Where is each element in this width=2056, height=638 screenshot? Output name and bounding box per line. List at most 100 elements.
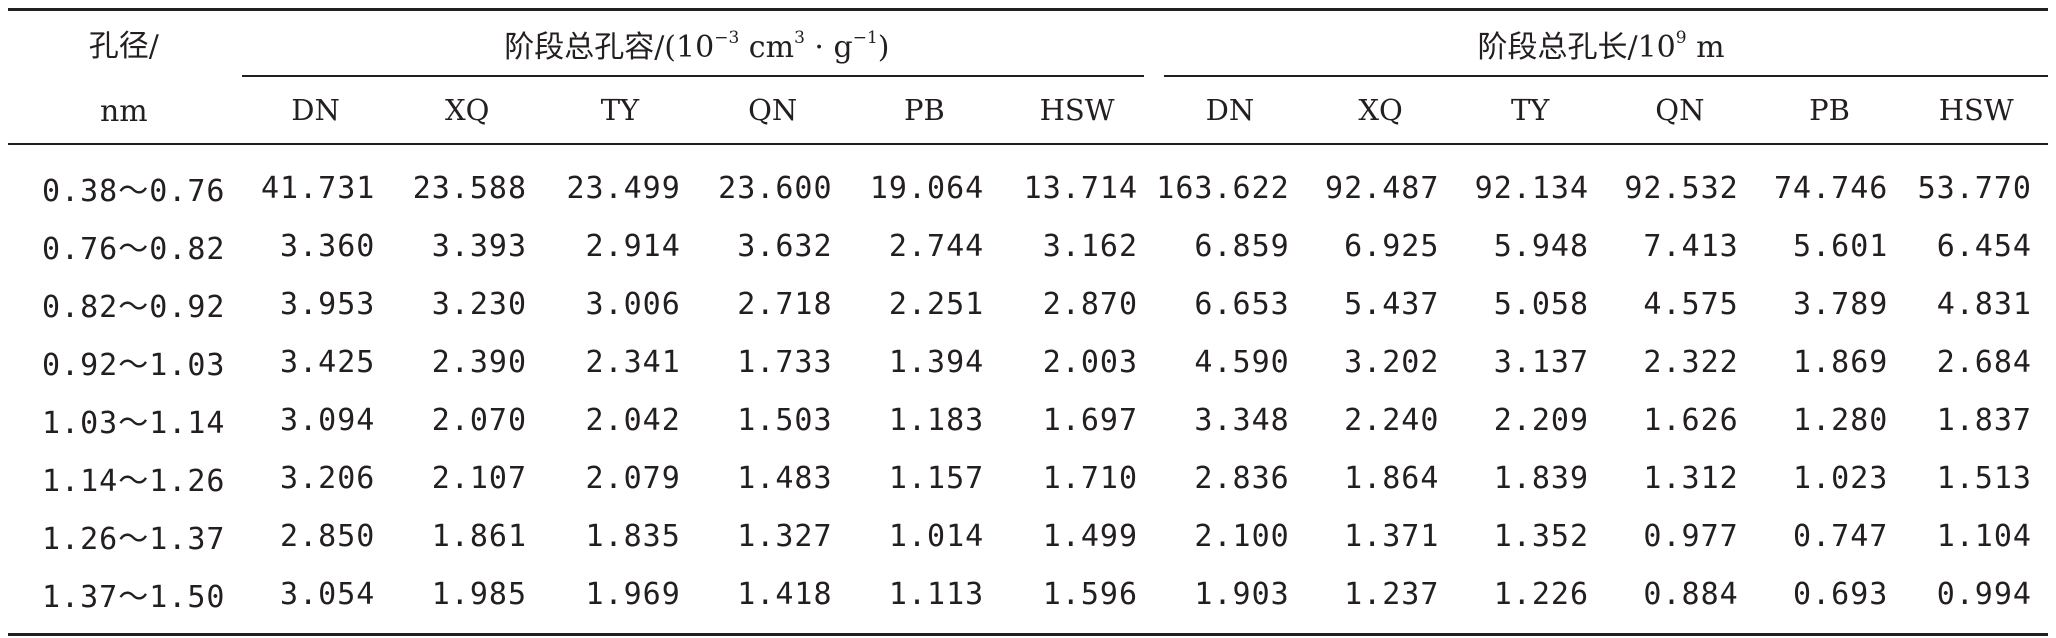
volume-cell: 1.503 <box>737 402 833 438</box>
volume-cell: 3.162 <box>1042 228 1139 264</box>
pore-distribution-table-container: 孔径/ nm 阶段总孔容/(10−3 cm3 · g−1) 阶段总孔长/109 … <box>8 8 2048 636</box>
length-cell: 2.684 <box>1936 344 2032 380</box>
header-row-samples: DN XQ TY QN PB HSW DN XQ TY QN PB HSW <box>8 77 2048 144</box>
length-cell: 74.746 <box>1773 170 1889 206</box>
volume-cell: 2.042 <box>585 402 681 438</box>
volume-cell: 2.251 <box>888 286 985 322</box>
length-cell: 4.831 <box>1936 286 2032 322</box>
table-row: 0.82～0.92 3.953 3.230 3.006 2.718 2.251 2.870 6… <box>8 275 2048 333</box>
length-cell: 0.693 <box>1793 576 1889 612</box>
length-cell: 7.413 <box>1643 228 1739 264</box>
length-cell: 1.023 <box>1793 460 1889 496</box>
length-group-title: 阶段总孔长/109 m <box>1477 28 1725 66</box>
volume-cell: 1.733 <box>737 344 833 380</box>
table-row: 0.92～1.03 3.425 2.390 2.341 1.733 1.394 2.003 4… <box>8 333 2048 391</box>
length-group-rule <box>1164 75 2048 77</box>
length-cell: 6.454 <box>1936 228 2032 264</box>
length-cell: 92.487 <box>1325 170 1440 206</box>
length-cell: 4.590 <box>1194 344 1290 380</box>
length-cell: 0.884 <box>1643 576 1739 612</box>
length-sample-ty: TY <box>1510 93 1550 127</box>
length-cell: 1.513 <box>1936 460 2032 496</box>
volume-cell: 1.969 <box>585 576 681 612</box>
volume-cell: 1.499 <box>1042 518 1139 554</box>
volume-cell: 1.327 <box>737 518 833 554</box>
length-cell: 1.626 <box>1643 402 1739 438</box>
length-cell: 2.209 <box>1493 402 1590 438</box>
length-cell: 1.280 <box>1793 402 1889 438</box>
length-group-header: 阶段总孔长/109 m <box>1154 10 2048 77</box>
volume-cell: 41.731 <box>260 170 376 206</box>
volume-cell: 2.870 <box>1042 286 1139 322</box>
table-row: 1.26～1.37 2.850 1.861 1.835 1.327 1.014 1.499 2… <box>8 507 2048 565</box>
volume-cell: 2.744 <box>888 228 985 264</box>
volume-cell: 3.393 <box>431 228 528 264</box>
length-cell: 5.058 <box>1493 286 1590 322</box>
length-cell: 4.575 <box>1643 286 1739 322</box>
volume-sample-ty: TY <box>600 93 640 127</box>
volume-sample-qn: QN <box>748 93 798 127</box>
volume-group-rule <box>241 75 1145 77</box>
pore-range-cell: 0.38～0.76 <box>42 174 226 209</box>
table-row: 1.37～1.50 3.054 1.985 1.969 1.418 1.113 1.596 1… <box>8 565 2048 635</box>
length-cell: 1.312 <box>1643 460 1739 496</box>
length-cell: 53.770 <box>1917 170 2032 206</box>
volume-cell: 1.697 <box>1042 402 1139 438</box>
length-cell: 1.104 <box>1936 518 2032 554</box>
volume-cell: 2.718 <box>737 286 833 322</box>
volume-cell: 2.003 <box>1042 344 1139 380</box>
volume-group-header: 阶段总孔容/(10−3 cm3 · g−1) <box>240 10 1154 77</box>
length-cell: 2.322 <box>1643 344 1739 380</box>
volume-cell: 3.230 <box>431 286 528 322</box>
length-cell: 1.352 <box>1493 518 1590 554</box>
volume-cell: 1.418 <box>737 576 833 612</box>
volume-cell: 3.360 <box>280 228 376 264</box>
volume-sample-pb: PB <box>903 93 945 127</box>
length-cell: 0.747 <box>1793 518 1889 554</box>
length-sample-qn: QN <box>1655 93 1705 127</box>
length-cell: 2.240 <box>1344 402 1440 438</box>
volume-cell: 1.596 <box>1042 576 1139 612</box>
volume-cell: 3.953 <box>280 286 376 322</box>
volume-cell: 1.157 <box>888 460 985 496</box>
volume-cell: 2.914 <box>585 228 681 264</box>
volume-cell: 2.341 <box>585 344 681 380</box>
volume-cell: 13.714 <box>1023 170 1139 206</box>
volume-cell: 3.632 <box>737 228 833 264</box>
length-cell: 2.836 <box>1194 460 1290 496</box>
volume-cell: 1.861 <box>431 518 528 554</box>
volume-cell: 2.107 <box>431 460 528 496</box>
table-row: 1.14～1.26 3.206 2.107 2.079 1.483 1.157 1.710 2… <box>8 449 2048 507</box>
pore-range-cell: 1.26～1.37 <box>42 522 226 557</box>
length-cell: 3.348 <box>1194 402 1290 438</box>
volume-cell: 1.483 <box>737 460 833 496</box>
length-cell: 92.532 <box>1624 170 1739 206</box>
volume-cell: 2.070 <box>431 402 528 438</box>
volume-cell: 1.394 <box>888 344 985 380</box>
volume-cell: 1.985 <box>431 576 528 612</box>
volume-cell: 23.499 <box>566 170 681 206</box>
length-sample-hsw: HSW <box>1938 93 2014 127</box>
pore-range-cell: 0.92～1.03 <box>42 348 226 383</box>
pore-diameter-header: 孔径/ nm <box>8 10 240 145</box>
volume-cell: 19.064 <box>869 170 985 206</box>
pore-range-cell: 1.03～1.14 <box>42 406 226 441</box>
length-cell: 0.977 <box>1643 518 1739 554</box>
pore-range-cell: 0.76～0.82 <box>42 232 226 267</box>
pore-diameter-label: 孔径/ <box>88 29 159 64</box>
length-cell: 2.100 <box>1194 518 1290 554</box>
length-cell: 0.994 <box>1936 576 2032 612</box>
length-sample-dn: DN <box>1205 93 1255 127</box>
volume-sample-dn: DN <box>291 93 340 127</box>
length-cell: 1.237 <box>1344 576 1440 612</box>
volume-cell: 3.206 <box>280 460 376 496</box>
volume-sample-hsw: HSW <box>1039 93 1115 127</box>
length-cell: 1.864 <box>1344 460 1440 496</box>
table-row: 1.03～1.14 3.094 2.070 2.042 1.503 1.183 1.697 3… <box>8 391 2048 449</box>
table-row: 0.38～0.76 41.731 23.588 23.499 23.600 19.064 1… <box>8 144 2048 217</box>
length-sample-pb: PB <box>1809 93 1850 127</box>
length-cell: 1.371 <box>1344 518 1440 554</box>
table-row: 0.76～0.82 3.360 3.393 2.914 3.632 2.744 3.162 6… <box>8 217 2048 275</box>
volume-cell: 2.850 <box>280 518 376 554</box>
volume-cell: 23.588 <box>412 170 528 206</box>
